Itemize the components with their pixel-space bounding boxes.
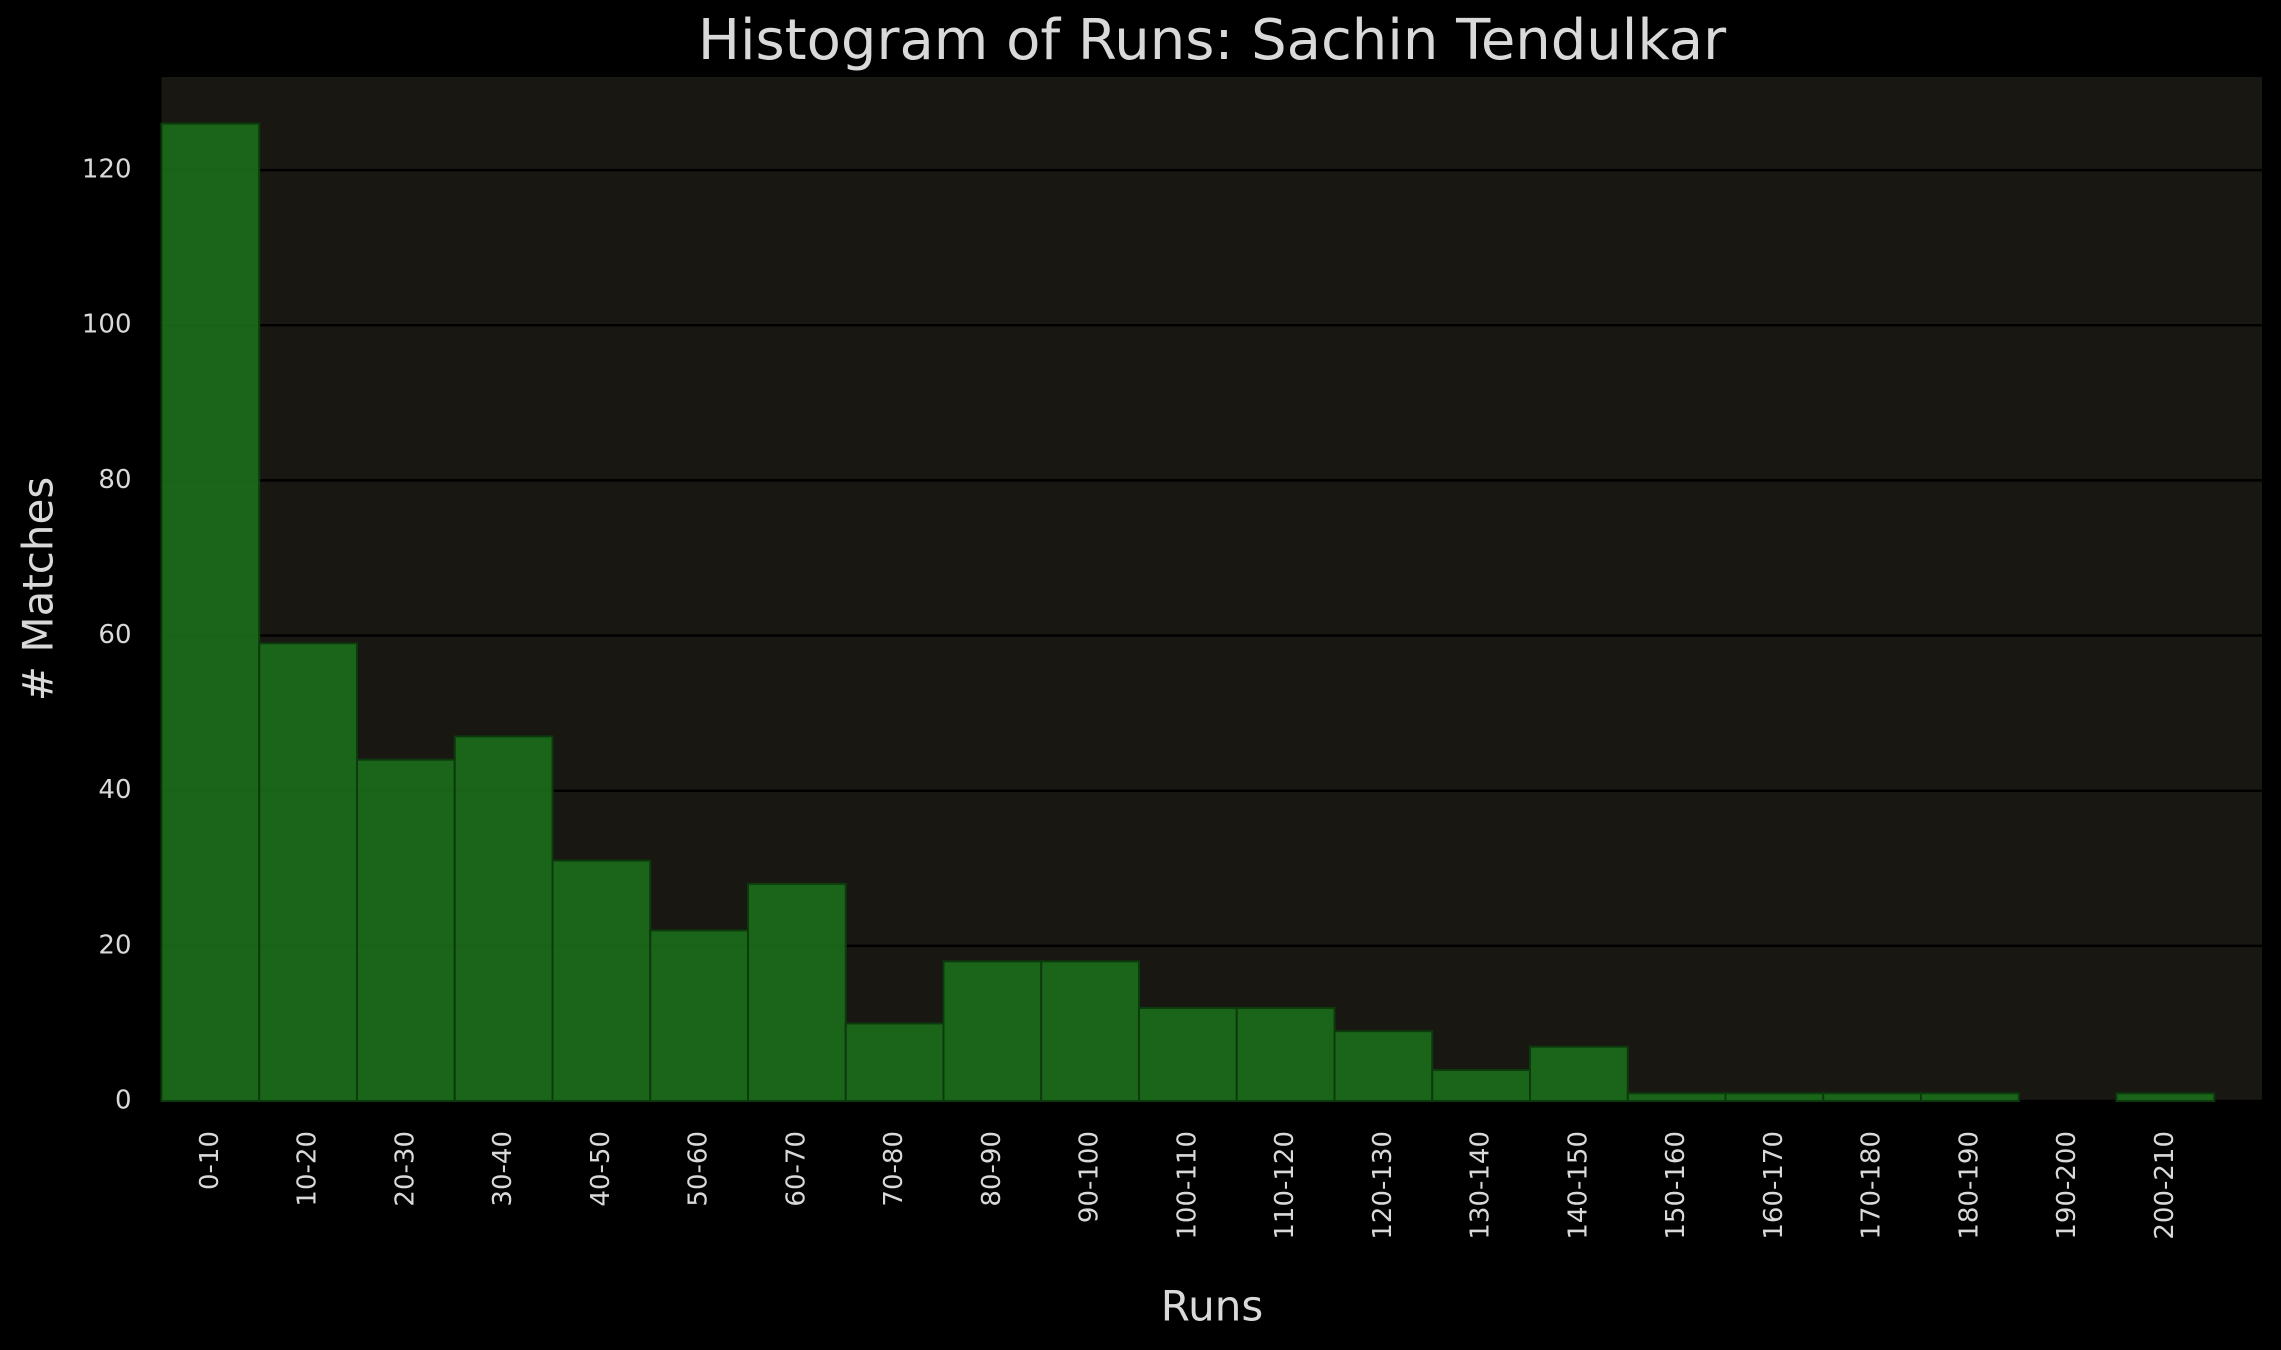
x-tick-label: 160-170 xyxy=(1759,1131,1789,1240)
x-axis-label: Runs xyxy=(1161,1282,1263,1331)
y-tick-label: 120 xyxy=(82,155,132,185)
bar xyxy=(453,735,554,1102)
bar xyxy=(1626,1092,1727,1103)
x-tick-label: 90-100 xyxy=(1075,1131,1105,1223)
bar xyxy=(258,642,358,1102)
bar xyxy=(1333,1030,1434,1102)
x-tick-label: 200-210 xyxy=(2150,1131,2180,1240)
x-tick-label: 110-120 xyxy=(1270,1131,1300,1240)
bar xyxy=(942,960,1043,1103)
y-tick-label: 20 xyxy=(98,930,131,960)
x-tick-label: 10-20 xyxy=(293,1131,323,1207)
x-tick-label: 180-190 xyxy=(1954,1131,1984,1240)
chart-title: Histogram of Runs: Sachin Tendulkar xyxy=(698,8,1727,73)
x-tick-label: 50-60 xyxy=(684,1131,714,1207)
y-tick-label: 60 xyxy=(98,620,131,650)
x-tick-label: 20-30 xyxy=(390,1131,420,1207)
x-tick-label: 80-90 xyxy=(977,1131,1007,1207)
x-tick-label: 30-40 xyxy=(488,1131,518,1207)
x-tick-label: 130-140 xyxy=(1466,1131,1496,1240)
x-tick-label: 170-180 xyxy=(1857,1131,1887,1240)
x-tick-label: 70-80 xyxy=(879,1131,909,1207)
x-tick-label: 190-200 xyxy=(2052,1131,2082,1240)
bar xyxy=(1138,1006,1238,1103)
bar xyxy=(1822,1092,1922,1103)
y-axis-label: # Matches xyxy=(14,477,63,701)
y-tick-label: 0 xyxy=(115,1086,132,1116)
bar xyxy=(1529,1045,1629,1103)
x-tick-label: 60-70 xyxy=(781,1131,811,1207)
y-tick-label: 100 xyxy=(82,310,132,340)
x-tick-label: 100-110 xyxy=(1172,1131,1202,1240)
bar xyxy=(649,929,749,1102)
bar xyxy=(2115,1092,2216,1103)
bar xyxy=(844,1022,945,1103)
bar xyxy=(160,122,261,1102)
x-tick-label: 140-150 xyxy=(1563,1131,1593,1240)
bar xyxy=(1040,960,1140,1103)
x-tick-label: 120-130 xyxy=(1368,1131,1398,1240)
y-tick-label: 80 xyxy=(98,465,131,495)
bar xyxy=(747,882,847,1103)
x-tick-label: 150-160 xyxy=(1661,1131,1691,1240)
bar xyxy=(551,859,652,1102)
x-tick-label: 0-10 xyxy=(195,1131,225,1190)
bar xyxy=(1724,1092,1825,1103)
bar xyxy=(1920,1092,2020,1103)
bar xyxy=(1235,1006,1336,1103)
x-tick-label: 40-50 xyxy=(586,1131,616,1207)
y-tick-label: 40 xyxy=(98,775,131,805)
bar xyxy=(1431,1068,1531,1103)
bar xyxy=(356,758,456,1103)
